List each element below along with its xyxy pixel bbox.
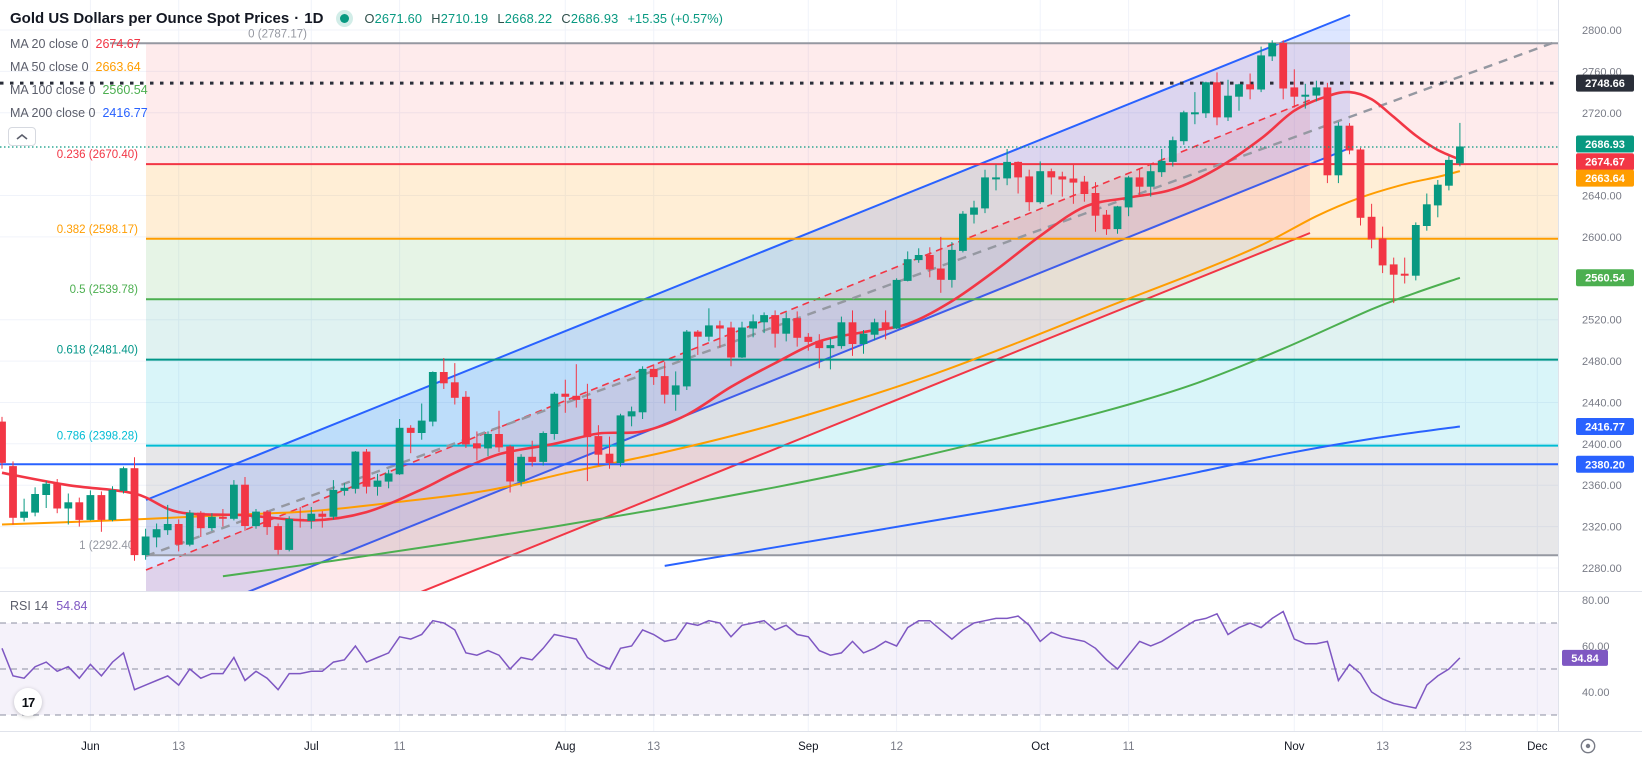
low-label: L [497,10,505,26]
svg-text:2416.77: 2416.77 [1585,422,1625,434]
svg-text:11: 11 [394,741,406,753]
high-value: 2710.19 [440,10,489,26]
high-label: H [431,10,441,26]
fib-retracement-levels[interactable]: 0 (2787.17) 0.236 (2670.40) 0.382 (2598.17… [57,28,1558,557]
svg-text:2640.00: 2640.00 [1582,191,1622,203]
svg-text:2520.00: 2520.00 [1582,315,1622,327]
ma-50-legend-row[interactable]: MA 50 close 0 2663.64 [10,59,141,75]
time-axis[interactable]: Jun 13 Jul 11 Aug 13 Sep 12 Oct 11 Nov 13 23 Dec [81,741,1548,753]
close-value: 2686.93 [570,10,619,26]
svg-text:2480.00: 2480.00 [1582,356,1622,368]
ma-200-legend-row[interactable]: MA 200 close 0 2416.77 [10,105,148,121]
price-axis[interactable]: 2800.002760.002720.002640.002600.002520.… [1582,25,1622,699]
ma-20-legend-row[interactable]: MA 20 close 0 2674.67 [10,36,141,52]
interval-selector[interactable]: 1D [304,9,324,27]
svg-text:Nov: Nov [1284,741,1305,753]
svg-text:0.618 (2481.40): 0.618 (2481.40) [57,345,138,357]
rsi-label: RSI 14 [10,599,49,613]
svg-text:Dec: Dec [1527,741,1548,753]
svg-text:2360.00: 2360.00 [1582,480,1622,492]
timezone-settings-button[interactable] [1579,737,1597,755]
svg-text:2440.00: 2440.00 [1582,398,1622,410]
tradingview-logo-glyph: 17 [21,694,36,710]
svg-text:0 (2787.17): 0 (2787.17) [248,28,307,40]
svg-text:40.00: 40.00 [1582,687,1610,699]
ma-50-label: MA 50 close 0 [10,60,89,74]
svg-text:0.382 (2598.17): 0.382 (2598.17) [57,224,138,236]
gridlines [0,0,1558,731]
ma-200-value: 2416.77 [102,106,148,120]
ma-100-value: 2560.54 [102,83,148,97]
interval-separator: · [294,9,300,27]
ma-50-value: 2663.64 [95,60,141,74]
close-label: C [561,10,571,26]
ma-200-label: MA 200 close 0 [10,106,96,120]
svg-text:13: 13 [647,741,660,753]
ma-100-legend-row[interactable]: MA 100 close 0 2560.54 [10,82,148,98]
svg-text:2280.00: 2280.00 [1582,563,1622,575]
ma-200-line[interactable] [664,425,1461,567]
chevron-up-icon [16,133,28,140]
svg-text:12: 12 [890,741,903,753]
ma-100-line[interactable] [222,276,1461,578]
svg-text:0.236 (2670.40): 0.236 (2670.40) [57,149,138,161]
pane-separators[interactable] [0,0,1642,732]
rsi-line [1,610,1461,709]
svg-text:80.00: 80.00 [1582,595,1610,607]
svg-text:Jun: Jun [81,741,100,753]
price-axis-badges: 2748.66 2686.93 2674.67 2663.64 2560.54 2416.… [1562,74,1634,666]
svg-text:Aug: Aug [555,741,575,753]
svg-text:2663.64: 2663.64 [1585,173,1626,185]
svg-text:2380.20: 2380.20 [1585,459,1625,471]
candles-down [0,40,1409,561]
svg-text:Jul: Jul [304,741,319,753]
rsi-legend-row[interactable]: RSI 14 54.84 [10,599,88,613]
svg-text:2800.00: 2800.00 [1582,25,1622,37]
svg-text:2748.66: 2748.66 [1585,78,1625,90]
svg-text:Sep: Sep [798,741,818,753]
ohlc-values: O2671.60 H2710.19 L2668.22 C2686.93 +15.… [364,11,722,26]
rsi-value: 54.84 [56,599,88,613]
svg-text:2600.00: 2600.00 [1582,232,1622,244]
legend-collapse-button[interactable] [8,127,36,146]
ma-20-line[interactable] [1,90,1461,522]
candles-up [20,40,1464,560]
svg-text:2674.67: 2674.67 [1585,157,1625,169]
ma-50-line[interactable] [1,170,1461,526]
ma-20-label: MA 20 close 0 [10,37,89,51]
svg-text:13: 13 [1376,741,1389,753]
svg-text:0.786 (2398.28): 0.786 (2398.28) [57,431,138,443]
chart-legend: Gold US Dollars per Ounce Spot Prices · … [10,6,723,30]
low-value: 2668.22 [504,10,553,26]
svg-text:2686.93: 2686.93 [1585,139,1625,151]
trendline-dashed[interactable] [145,39,1559,558]
tradingview-logo[interactable]: 17 [14,688,42,716]
open-value: 2671.60 [374,10,423,26]
ma-100-label: MA 100 close 0 [10,83,96,97]
svg-text:11: 11 [1123,741,1135,753]
rsi-pane[interactable] [0,610,1558,716]
svg-text:2320.00: 2320.00 [1582,522,1622,534]
svg-text:1 (2292.40): 1 (2292.40) [79,540,138,552]
open-label: O [364,10,375,26]
ma-20-value: 2674.67 [95,37,141,51]
svg-text:2560.54: 2560.54 [1585,273,1626,285]
svg-text:2400.00: 2400.00 [1582,439,1622,451]
svg-text:Oct: Oct [1031,741,1050,753]
svg-text:54.84: 54.84 [1571,653,1599,665]
symbol-title[interactable]: Gold US Dollars per Ounce Spot Prices [10,9,290,27]
svg-text:0.5 (2539.78): 0.5 (2539.78) [70,284,139,296]
svg-text:2720.00: 2720.00 [1582,108,1622,120]
settings-icon [1580,738,1596,754]
svg-text:23: 23 [1459,741,1472,753]
market-status-icon[interactable] [340,13,350,23]
change-value: +15.35 (+0.57%) [627,10,723,26]
svg-text:13: 13 [172,741,185,753]
